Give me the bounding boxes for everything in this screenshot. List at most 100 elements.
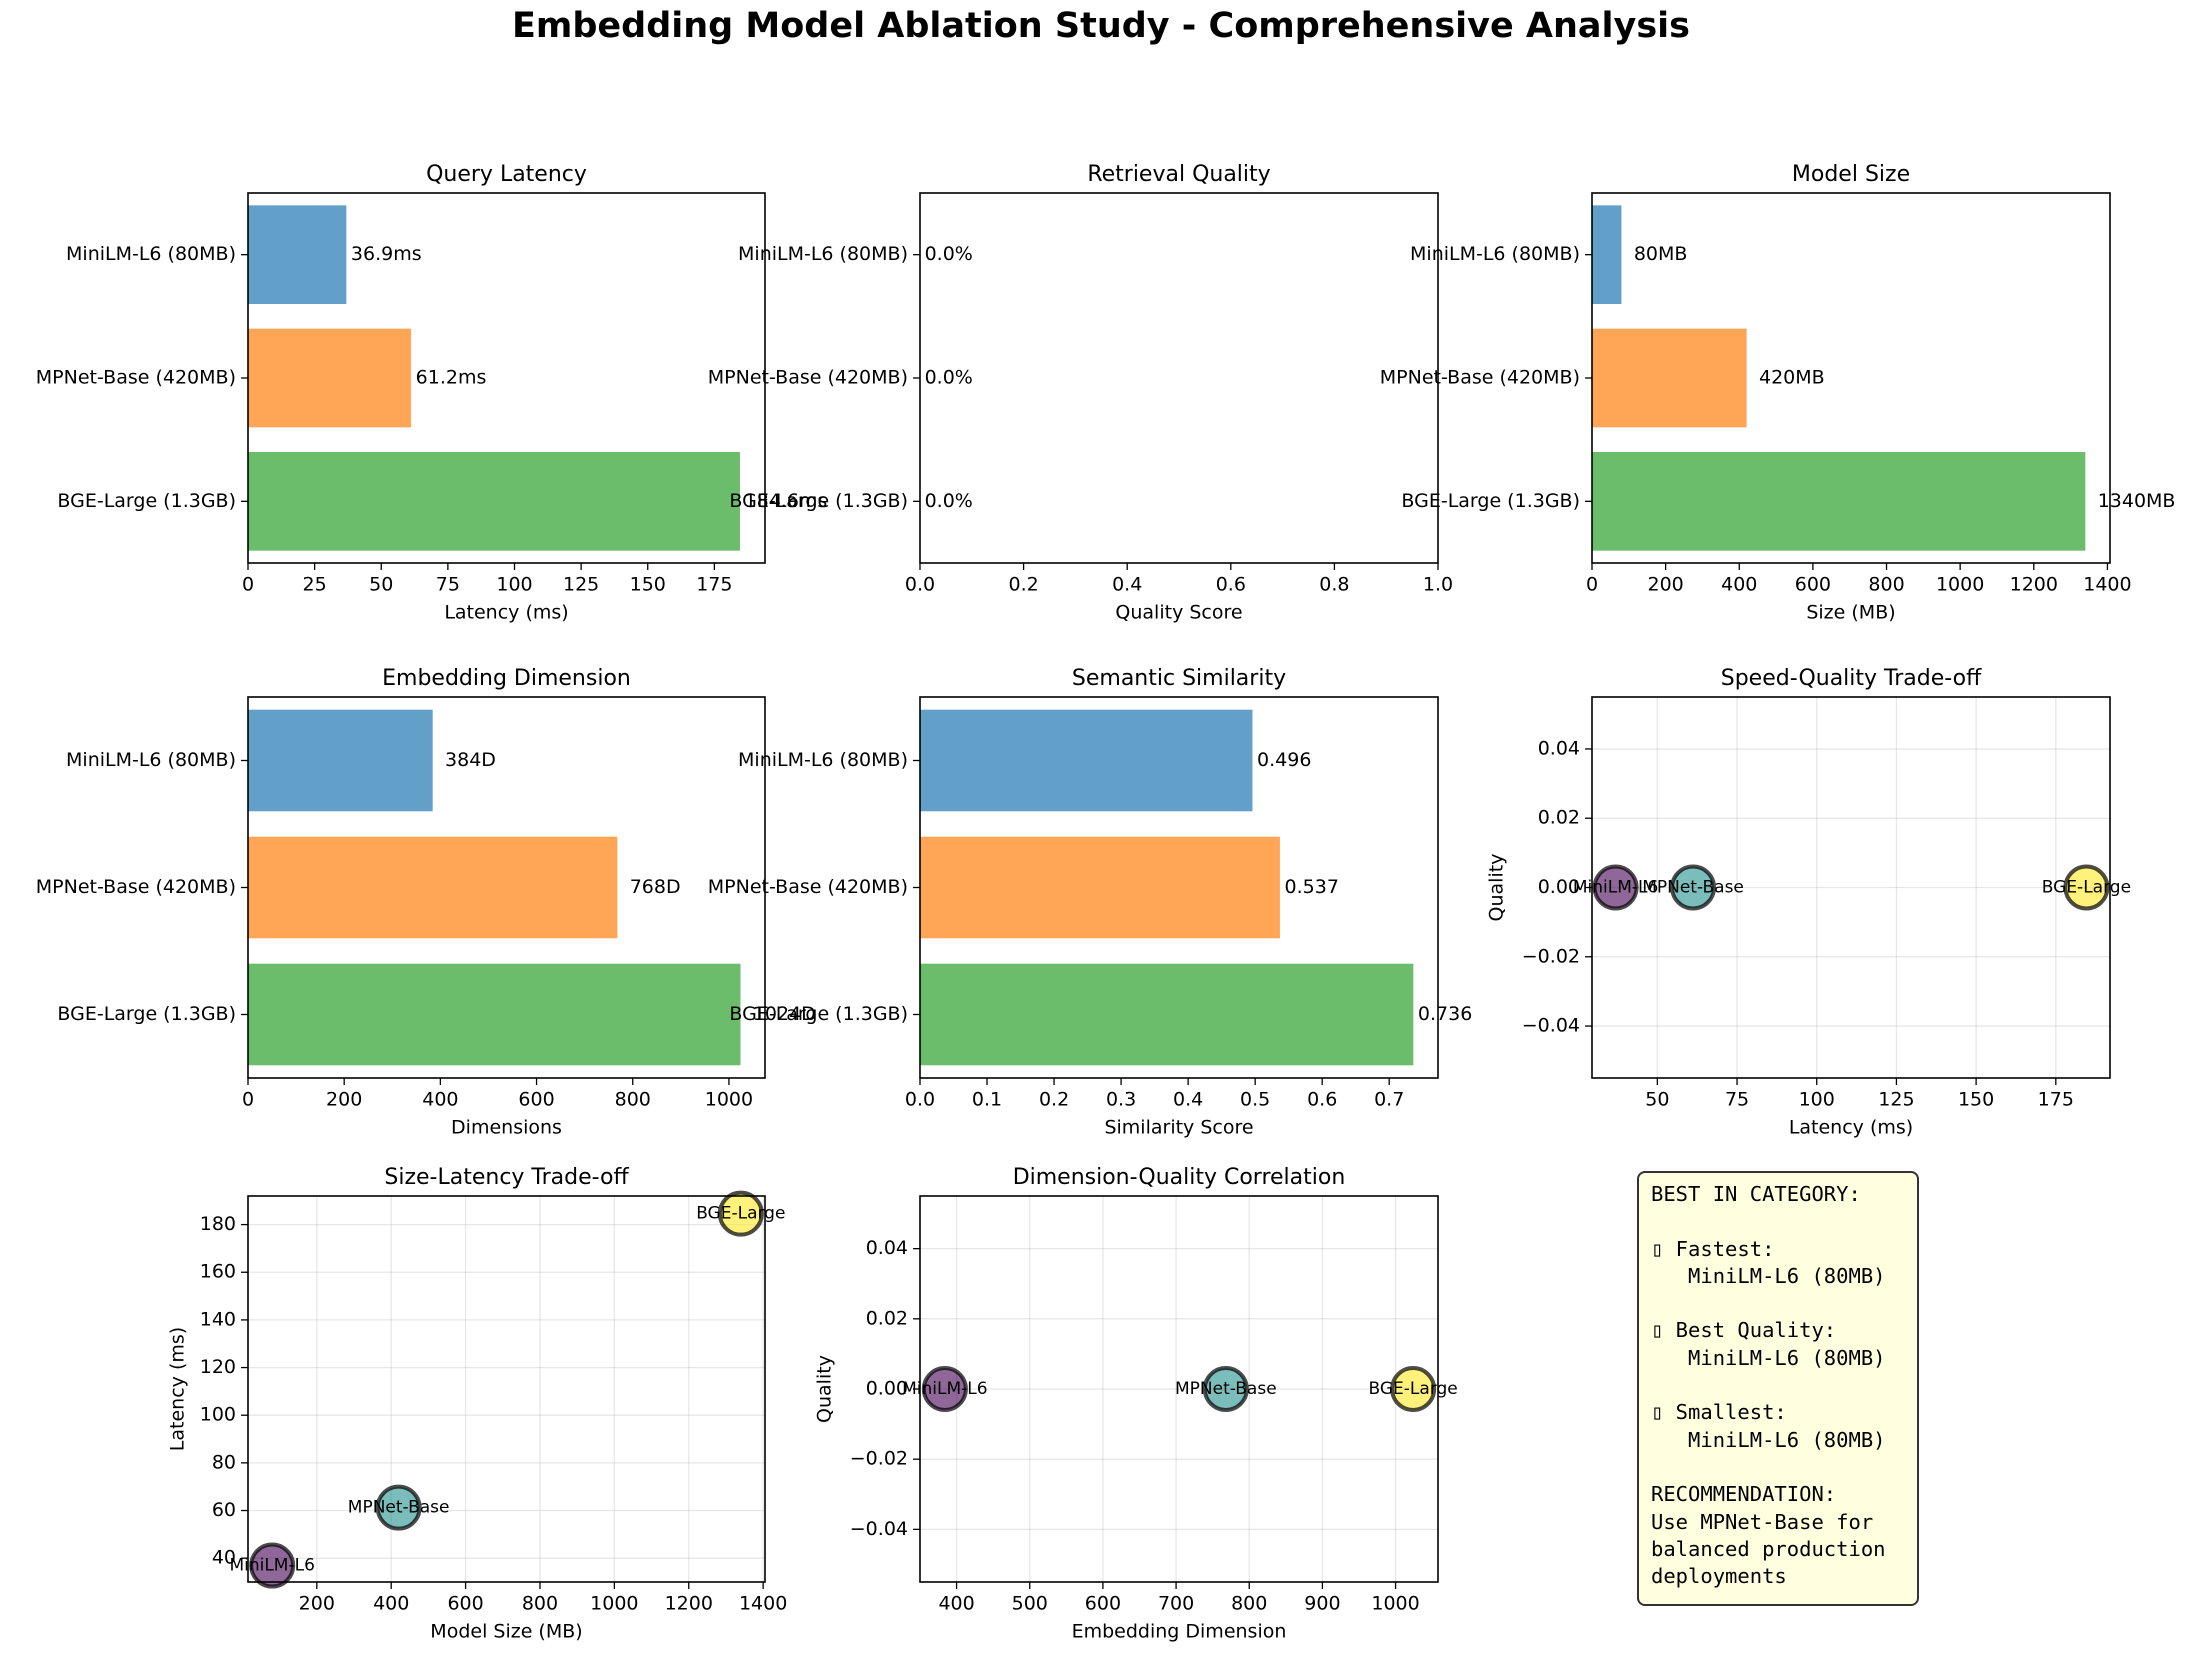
bar xyxy=(1592,328,1747,428)
x-tick-label: 800 xyxy=(522,1593,558,1615)
axes-frame xyxy=(1591,192,2111,564)
y-tick-label: 180 xyxy=(200,1213,236,1235)
x-tick-label: 0 xyxy=(242,1089,254,1111)
bar xyxy=(248,709,433,812)
summary-line: ▯ Smallest: xyxy=(1651,1400,1787,1425)
axes-frame xyxy=(247,192,766,564)
chart-title: Speed-Quality Trade-off xyxy=(1721,666,1982,691)
summary-line xyxy=(1651,1290,1917,1317)
scatter-point xyxy=(1390,1366,1437,1412)
x-tick-label: 50 xyxy=(1645,1089,1669,1111)
summary-line: ▯ Fastest: xyxy=(1651,1236,1775,1261)
category-label: BGE-Large (1.3GB) xyxy=(57,1003,236,1025)
y-tick-label: −0.02 xyxy=(850,1448,908,1470)
scatter-point xyxy=(249,1542,296,1589)
data-label: 0.496 xyxy=(1257,749,1311,771)
category-label: MPNet-Base (420MB) xyxy=(36,876,236,898)
summary-line: BEST IN CATEGORY: xyxy=(1651,1182,1861,1206)
figure-title: Embedding Model Ablation Study - Compreh… xyxy=(511,6,1691,46)
y-tick-label: 120 xyxy=(200,1356,236,1378)
chart-title: Query Latency xyxy=(426,162,587,187)
x-tick-label: 0.5 xyxy=(1240,1089,1270,1111)
data-label: 420MB xyxy=(1759,367,1825,389)
scatter-point xyxy=(375,1484,422,1531)
x-tick-label: 0.0 xyxy=(905,1089,935,1111)
category-label: MiniLM-L6 (80MB) xyxy=(66,749,236,771)
y-tick-label: 60 xyxy=(212,1499,236,1521)
data-label: 36.9ms xyxy=(351,243,422,265)
chart-quality: Retrieval Quality MiniLM-L6 (80MB) 0.0% MPN… xyxy=(708,162,1453,624)
x-tick-label: 1.0 xyxy=(1423,574,1453,596)
x-tick-label: 0.2 xyxy=(1039,1089,1069,1111)
data-label: 384D xyxy=(445,749,496,771)
category-label: MiniLM-L6 (80MB) xyxy=(66,243,236,265)
summary-line: RECOMMENDATION: xyxy=(1651,1482,1837,1507)
point-label: MiniLM-L6 xyxy=(1573,878,1658,898)
summary-line: Use MPNet-Base for xyxy=(1651,1509,1874,1534)
y-tick-label: 0.04 xyxy=(1538,737,1580,759)
chart-title: Retrieval Quality xyxy=(1087,162,1270,187)
bar xyxy=(920,963,1414,1066)
x-tick-label: 150 xyxy=(630,574,666,596)
point-label: BGE-Large xyxy=(1368,1379,1457,1399)
category-label: BGE-Large (1.3GB) xyxy=(729,490,908,512)
x-tick-label: 700 xyxy=(1158,1593,1194,1615)
category-label: BGE-Large (1.3GB) xyxy=(1401,490,1580,512)
x-tick-label: 0 xyxy=(242,574,254,596)
y-tick-label: −0.02 xyxy=(1522,945,1580,967)
point-label: MPNet-Base xyxy=(1175,1379,1277,1399)
y-axis-label: Latency (ms) xyxy=(167,1327,189,1451)
category-label: MPNet-Base (420MB) xyxy=(1380,367,1580,389)
x-tick-label: 1200 xyxy=(2010,574,2058,596)
x-tick-label: 900 xyxy=(1304,1593,1340,1615)
x-tick-label: 400 xyxy=(938,1593,974,1615)
scatter-point xyxy=(1670,864,1717,911)
x-axis-label: Latency (ms) xyxy=(444,602,568,624)
y-tick-label: 0.04 xyxy=(866,1237,908,1259)
x-tick-label: 1000 xyxy=(705,1089,753,1111)
y-tick-label: 0.02 xyxy=(866,1307,908,1329)
category-label: MiniLM-L6 (80MB) xyxy=(738,749,908,771)
x-axis-label: Dimensions xyxy=(451,1117,562,1139)
x-tick-label: 800 xyxy=(1231,1593,1267,1615)
bar xyxy=(248,205,347,304)
y-tick-label: 40 xyxy=(212,1547,236,1569)
x-tick-label: 500 xyxy=(1012,1593,1048,1615)
axes-frame xyxy=(919,696,1439,1079)
data-label: 0.0% xyxy=(925,367,973,389)
x-tick-label: 1400 xyxy=(2083,574,2131,596)
scatter-point xyxy=(1202,1366,1249,1412)
x-tick-label: 600 xyxy=(1085,1593,1121,1615)
summary-line: MiniLM-L6 (80MB) xyxy=(1651,1345,1886,1370)
x-axis-label: Embedding Dimension xyxy=(1072,1621,1287,1643)
x-tick-label: 1000 xyxy=(1371,1593,1419,1615)
data-label: 0.0% xyxy=(925,243,973,265)
x-axis-label: Model Size (MB) xyxy=(430,1621,582,1643)
x-tick-label: 200 xyxy=(326,1089,362,1111)
x-tick-label: 200 xyxy=(299,1593,335,1615)
summary-line xyxy=(1651,1454,1917,1481)
y-axis-label: Quality xyxy=(814,1355,836,1423)
chart-title: Model Size xyxy=(1792,162,1910,187)
x-tick-label: 1200 xyxy=(665,1593,713,1615)
x-tick-label: 0.2 xyxy=(1008,574,1038,596)
data-label: 0.736 xyxy=(1418,1003,1472,1025)
point-label: MiniLM-L6 xyxy=(902,1379,987,1399)
chart-size_latency: Size-Latency Trade-off 200 400 600 800 1000 12… xyxy=(167,1165,788,1643)
x-tick-label: 0.0 xyxy=(905,574,935,596)
x-tick-label: 75 xyxy=(1725,1089,1749,1111)
category-label: MiniLM-L6 (80MB) xyxy=(738,243,908,265)
bar xyxy=(248,328,412,428)
x-tick-label: 100 xyxy=(496,574,532,596)
chart-size: Model Size MiniLM-L6 (80MB) 80MB MPNet-Base… xyxy=(1380,162,2176,624)
x-tick-label: 0.3 xyxy=(1106,1089,1136,1111)
x-tick-label: 0.8 xyxy=(1319,574,1349,596)
summary-line: balanced production xyxy=(1651,1536,1886,1561)
x-tick-label: 25 xyxy=(303,574,327,596)
axes-frame xyxy=(919,1195,1439,1583)
x-tick-label: 0.7 xyxy=(1374,1089,1404,1111)
x-tick-label: 175 xyxy=(2038,1089,2074,1111)
x-tick-label: 600 xyxy=(447,1593,483,1615)
chart-title: Size-Latency Trade-off xyxy=(384,1165,629,1190)
